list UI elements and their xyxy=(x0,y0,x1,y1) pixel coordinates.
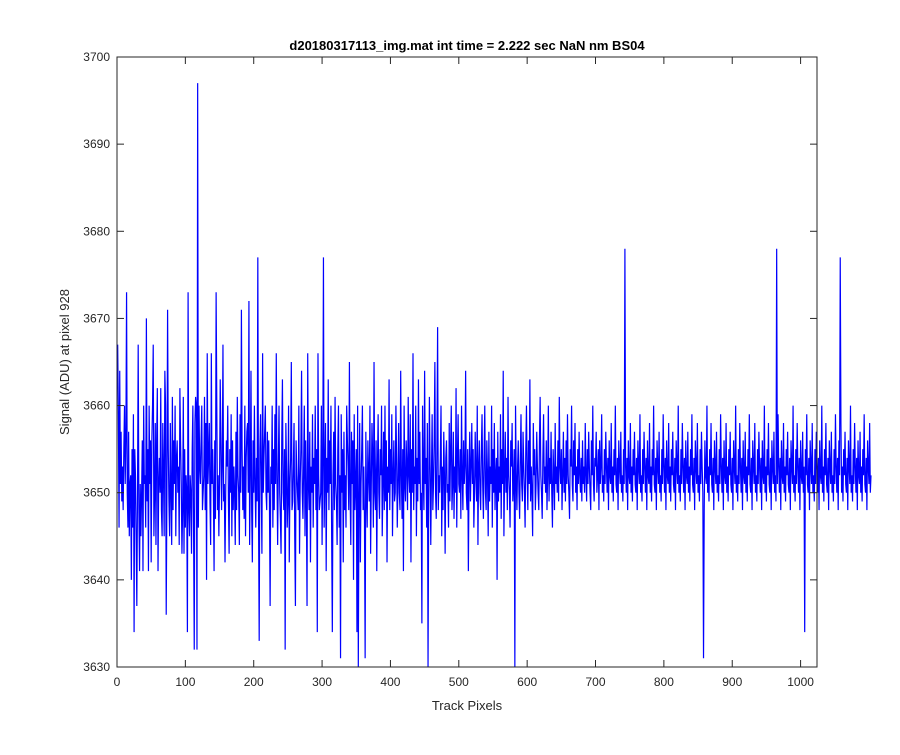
series-line-1 xyxy=(117,83,872,668)
chart-title: d20180317113_img.mat int time = 2.222 se… xyxy=(289,38,645,53)
y-tick-label: 3700 xyxy=(83,50,110,64)
x-tick-label: 400 xyxy=(380,675,400,689)
y-tick-label: 3690 xyxy=(83,137,110,151)
x-tick-label: 1000 xyxy=(787,675,814,689)
x-tick-label: 300 xyxy=(312,675,332,689)
x-axis-label: Track Pixels xyxy=(432,698,503,713)
y-tick-label: 3640 xyxy=(83,573,110,587)
series-layer xyxy=(117,83,872,668)
y-tick-label: 3630 xyxy=(83,660,110,674)
plot-frame xyxy=(116,56,818,668)
y-axis: 3630 3640 3650 3660 3670 3680 3690 3700 xyxy=(83,50,817,674)
x-tick-label: 100 xyxy=(175,675,195,689)
x-tick-label: 0 xyxy=(114,675,121,689)
y-axis-label: Signal (ADU) at pixel 928 xyxy=(57,289,72,435)
y-tick-label: 3650 xyxy=(83,486,110,500)
y-tick-label: 3680 xyxy=(83,224,110,238)
x-tick-label: 900 xyxy=(722,675,742,689)
y-tick-label: 3660 xyxy=(83,399,110,413)
x-tick-label: 200 xyxy=(244,675,264,689)
x-tick-label: 600 xyxy=(517,675,537,689)
plot-area xyxy=(117,57,817,667)
x-axis: 0 100 200 300 400 500 600 700 800 900 1000 xyxy=(114,57,814,689)
x-tick-label: 700 xyxy=(586,675,606,689)
x-tick-label: 800 xyxy=(654,675,674,689)
x-tick-label: 500 xyxy=(449,675,469,689)
y-tick-label: 3670 xyxy=(83,311,110,325)
